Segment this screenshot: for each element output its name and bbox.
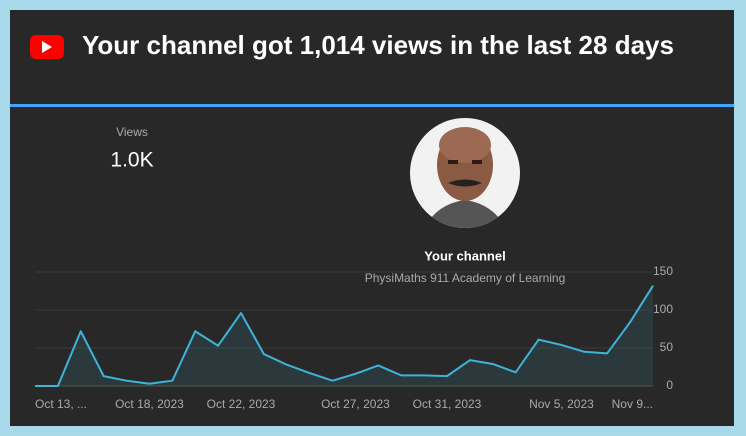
x-tick-label: Oct 31, 2023 [413,397,482,411]
line [35,285,654,387]
area [35,285,653,386]
y-tick-label: 100 [653,302,673,316]
channel-name: PhysiMaths 911 Academy of Learning [365,271,566,285]
avatar [410,118,520,228]
x-tick-label: Oct 27, 2023 [321,397,390,411]
y-tick-label: 150 [653,264,673,278]
x-tick-label: Oct 22, 2023 [207,397,276,411]
stat-value: 1.0K [110,149,153,172]
x-tick-label: Nov 5, 2023 [529,397,594,411]
channel-title: Your channel [424,248,505,263]
x-tick-label: Nov 9... [612,397,653,411]
divider [10,104,734,107]
header-title: Your channel got 1,014 views in the last… [82,30,674,60]
panel [10,10,734,426]
x-tick-label: Oct 18, 2023 [115,397,184,411]
youtube-logo [30,35,64,59]
y-tick-label: 50 [660,340,674,354]
x-tick-label: Oct 13, ... [35,397,87,411]
stat-label: Views [116,125,148,139]
y-tick-label: 0 [666,378,673,392]
